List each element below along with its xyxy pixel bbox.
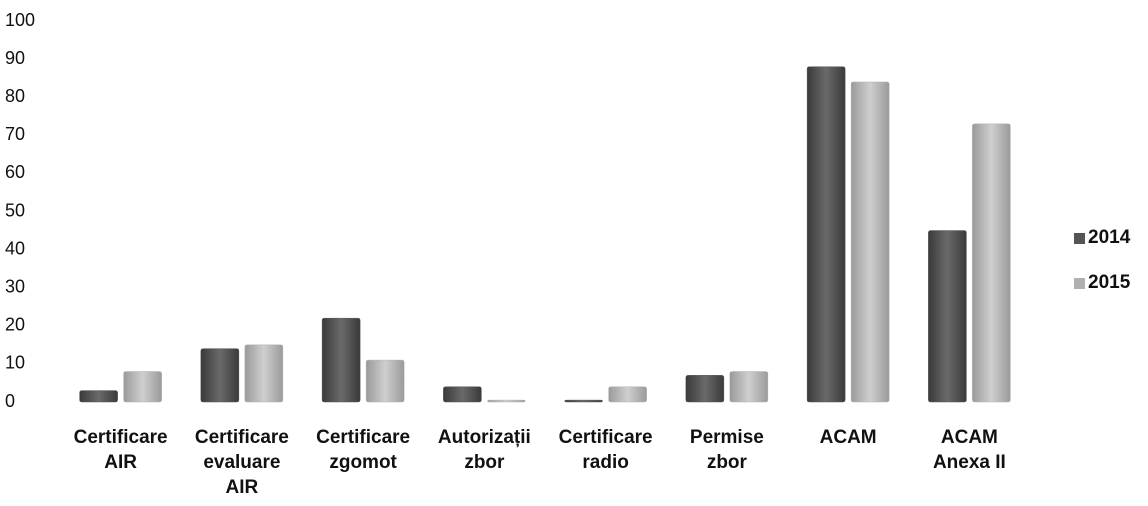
- bar: [244, 344, 284, 403]
- x-tick-label: zbor: [464, 452, 505, 473]
- x-tick-label: Autorizații: [438, 427, 531, 448]
- y-tick-label: 50: [5, 200, 25, 220]
- bar: [685, 375, 725, 403]
- bar: [443, 386, 482, 403]
- bar: [972, 123, 1011, 403]
- bar: [806, 66, 846, 403]
- legend-label: 2015: [1088, 272, 1131, 293]
- x-tick-label: ACAM: [941, 427, 998, 448]
- x-tick-label: evaluare: [203, 452, 280, 473]
- y-tick-label: 30: [5, 276, 25, 296]
- bar: [365, 359, 405, 403]
- y-tick-label: 0: [5, 391, 15, 411]
- legend-label: 2014: [1088, 227, 1131, 248]
- x-tick-label: zbor: [707, 452, 748, 473]
- y-tick-label: 80: [5, 86, 25, 106]
- y-tick-label: 40: [5, 238, 25, 258]
- bar: [79, 390, 118, 403]
- bar: [729, 371, 769, 403]
- x-tick-label: Certificare: [316, 427, 410, 448]
- y-tick-label: 20: [5, 315, 25, 335]
- x-tick-label: AIR: [104, 452, 137, 473]
- x-tick-label: Permise: [690, 427, 764, 448]
- legend-swatch: [1074, 278, 1085, 289]
- x-tick-label: zgomot: [329, 452, 397, 473]
- bar: [487, 399, 526, 403]
- y-tick-label: 70: [5, 124, 25, 144]
- bar: [564, 399, 603, 403]
- y-tick-label: 90: [5, 48, 25, 68]
- x-tick-label: AIR: [226, 477, 259, 498]
- bar: [321, 317, 361, 403]
- x-tick-label: Anexa II: [933, 452, 1006, 473]
- x-tick-label: radio: [582, 452, 628, 473]
- x-tick-label: Certificare: [195, 427, 289, 448]
- bar: [850, 81, 890, 403]
- bar: [928, 230, 967, 403]
- x-tick-label: ACAM: [820, 427, 877, 448]
- y-tick-label: 60: [5, 162, 25, 182]
- legend-swatch: [1074, 233, 1085, 244]
- bar: [200, 348, 240, 403]
- x-tick-label: Certificare: [74, 427, 168, 448]
- y-tick-label: 100: [5, 10, 35, 30]
- bar: [608, 386, 647, 403]
- x-tick-label: Certificare: [559, 427, 653, 448]
- y-tick-label: 10: [5, 353, 25, 373]
- bar: [123, 371, 162, 403]
